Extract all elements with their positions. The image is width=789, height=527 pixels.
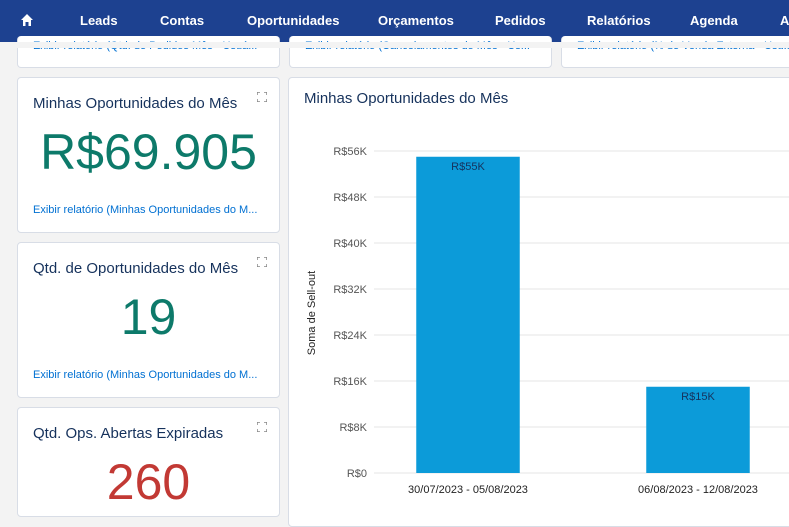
bar	[646, 386, 750, 473]
metric-card: Qtd. Ops. Abertas Expiradas 260	[17, 407, 280, 517]
chart-card: Minhas Oportunidades do Mês Soma de Sell…	[288, 77, 789, 527]
y-tick-label: R$48K	[333, 192, 367, 204]
card-value: 260	[106, 454, 191, 510]
y-axis-title: Soma de Sell-out	[306, 271, 318, 355]
nav-item[interactable]: Agenda	[690, 13, 738, 28]
top-card: Exibir relatório (Qtd. de Pedidos Mês - …	[17, 36, 280, 68]
nav-item[interactable]: Orçamentos	[378, 13, 454, 28]
card-value: R$69.905	[40, 124, 257, 180]
chart: Minhas Oportunidades do Mês Soma de Sell…	[304, 90, 789, 496]
report-link[interactable]: Exibir relatório (Minhas Oportunidades d…	[33, 204, 258, 216]
expand-icon[interactable]	[257, 257, 267, 267]
y-tick-label: R$40K	[333, 238, 367, 250]
data-label: R$55K	[451, 161, 485, 173]
metric-card: Minhas Oportunidades do Mês R$69.905 Exi…	[17, 77, 280, 233]
top-card: Exibir relatório (Cancelamentos do Mês -…	[289, 36, 552, 68]
nav-item[interactable]: Relatórios	[587, 13, 651, 28]
report-link[interactable]: Exibir relatório (Minhas Oportunidades d…	[33, 369, 258, 381]
expand-icon[interactable]	[257, 92, 267, 102]
nav-item[interactable]: Contas	[160, 13, 205, 28]
spacer	[0, 42, 789, 48]
y-tick-label: R$8K	[339, 422, 367, 434]
nav-item[interactable]: Leads	[80, 13, 118, 28]
nav-item[interactable]: A	[780, 13, 789, 28]
data-label: R$15K	[681, 391, 715, 403]
expand-icon[interactable]	[257, 422, 267, 432]
nav-item[interactable]: Pedidos	[495, 13, 546, 28]
y-tick-label: R$56K	[333, 146, 367, 158]
nav-bar: Leads Contas Oportunidades Orçamentos Pe…	[0, 0, 789, 42]
card-value: 19	[120, 289, 177, 345]
y-tick-label: R$24K	[333, 330, 367, 342]
y-tick-label: R$16K	[333, 376, 367, 388]
nav-item[interactable]: Oportunidades	[247, 13, 340, 28]
top-card: Exibir relatório (% de Venda Externa - U…	[561, 36, 789, 68]
y-tick-label: R$32K	[333, 284, 367, 296]
x-tick-label: 30/07/2023 - 05/08/2023	[408, 484, 528, 496]
x-tick-label: 06/08/2023 - 12/08/2023	[638, 484, 758, 496]
y-tick-label: R$0	[347, 468, 367, 480]
card-title: Qtd. Ops. Abertas Expiradas	[33, 425, 224, 442]
card-title: Qtd. de Oportunidades do Mês	[33, 260, 239, 277]
metric-card: Qtd. de Oportunidades do Mês 19 Exibir r…	[17, 242, 280, 398]
home-icon[interactable]	[20, 13, 34, 27]
bar	[416, 156, 520, 473]
card-title: Minhas Oportunidades do Mês	[33, 95, 238, 112]
chart-title: Minhas Oportunidades do Mês	[304, 90, 508, 107]
